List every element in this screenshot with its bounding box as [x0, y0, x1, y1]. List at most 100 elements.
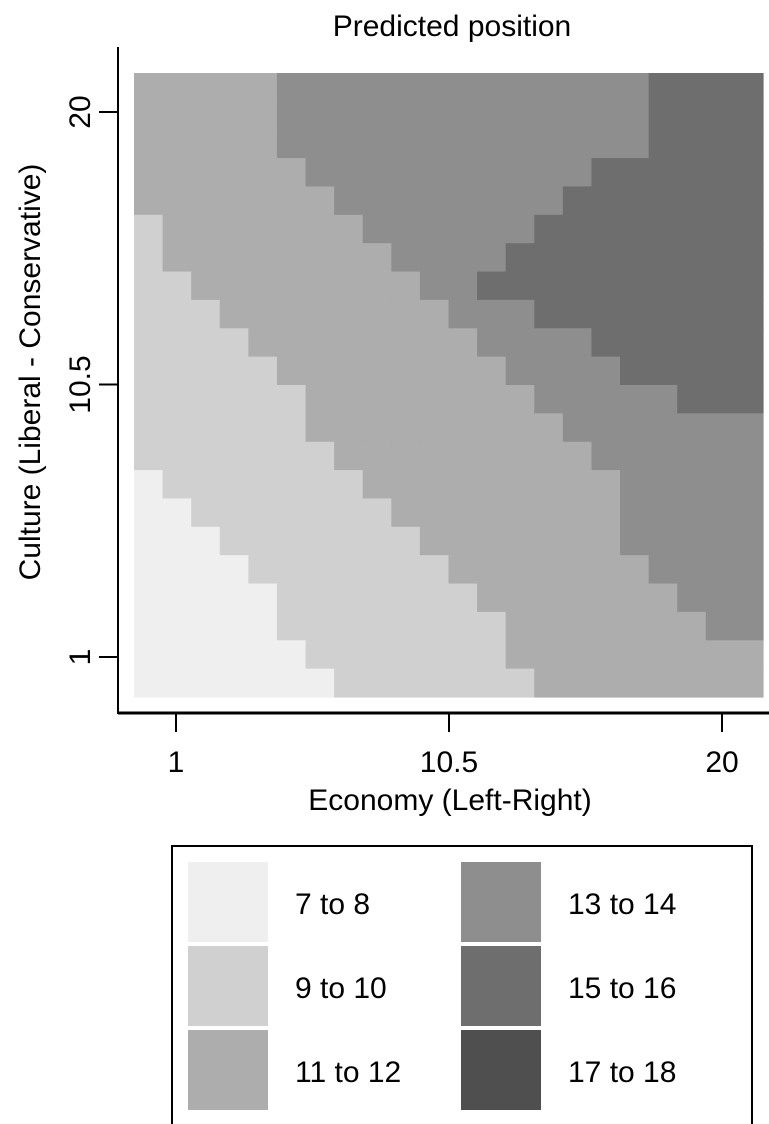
heatmap-cell	[362, 356, 392, 386]
legend-items: 7 to 8 9 to 10 11 to 12 13 to 14 15 to 16 17 …	[188, 862, 676, 1110]
heatmap-cell	[534, 186, 564, 216]
heatmap-cell	[276, 299, 307, 329]
heatmap-cell	[191, 583, 221, 613]
heatmap-cell	[620, 299, 650, 329]
heatmap-cell	[419, 583, 450, 613]
heatmap-cell	[362, 73, 392, 102]
y-tick-label: 10.5	[64, 355, 97, 413]
heatmap-cell	[305, 611, 335, 641]
heatmap-cell	[162, 158, 192, 188]
heatmap-cell	[219, 129, 249, 159]
heatmap-cell	[734, 526, 764, 556]
heatmap-cell	[734, 214, 764, 244]
heatmap-cell	[134, 555, 164, 585]
heatmap-cell	[591, 271, 621, 301]
legend-swatch	[461, 1030, 541, 1110]
heatmap-cell	[162, 299, 192, 329]
heatmap-cell	[734, 668, 764, 698]
heatmap-cell	[162, 526, 192, 556]
heatmap-cell	[505, 101, 535, 131]
heatmap-cell	[276, 385, 307, 414]
heatmap-cell	[477, 73, 507, 102]
heatmap-cell	[162, 214, 192, 244]
heatmap-cell	[419, 356, 450, 386]
heatmap-cell	[705, 611, 736, 641]
heatmap-cell	[334, 129, 364, 159]
legend-label: 11 to 12	[295, 1056, 401, 1089]
heatmap-cell	[677, 413, 707, 443]
heatmap-cell	[248, 356, 278, 386]
heatmap-cell	[391, 470, 421, 500]
heatmap-cell	[620, 441, 650, 471]
heatmap-cell	[505, 356, 535, 386]
heatmap-cell	[648, 385, 678, 414]
heatmap-cell	[705, 299, 736, 329]
heatmap-cell	[534, 413, 564, 443]
heatmap-cell	[276, 214, 307, 244]
heatmap-cell	[276, 441, 307, 471]
heatmap-cell	[677, 73, 707, 102]
heatmap-cell	[677, 583, 707, 613]
heatmap-cell	[734, 583, 764, 613]
heatmap-cell	[534, 640, 564, 670]
heatmap-cell	[734, 441, 764, 471]
heatmap-cell	[677, 640, 707, 670]
heatmap-cell	[648, 668, 678, 698]
heatmap-cell	[276, 186, 307, 216]
heatmap-cell	[305, 73, 335, 102]
heatmap-cell	[620, 470, 650, 500]
heatmap-cell	[734, 555, 764, 585]
heatmap-cell	[505, 158, 535, 188]
heatmap-cell	[448, 498, 478, 528]
heatmap-cell	[334, 611, 364, 641]
heatmap-cell	[362, 101, 392, 131]
heatmap-cell	[362, 299, 392, 329]
heatmap-cell	[219, 441, 249, 471]
heatmap-cell	[448, 271, 478, 301]
heatmap-cell	[334, 555, 364, 585]
heatmap-cell	[248, 611, 278, 641]
x-tick-label: 10.5	[420, 746, 478, 779]
heatmap-cell	[648, 101, 678, 131]
heatmap-cell	[677, 271, 707, 301]
heatmap-cell	[705, 186, 736, 216]
heatmap-cell	[705, 214, 736, 244]
heatmap-cell	[448, 555, 478, 585]
heatmap-cell	[677, 186, 707, 216]
heatmap-cell	[477, 470, 507, 500]
heatmap-cell	[134, 271, 164, 301]
heatmap-cell	[334, 214, 364, 244]
heatmap-cell	[562, 640, 593, 670]
heatmap-cell	[248, 385, 278, 414]
heatmap-cell	[362, 385, 392, 414]
legend-swatch	[461, 946, 541, 1026]
heatmap-cell	[705, 441, 736, 471]
heatmap-cell	[505, 441, 535, 471]
heatmap-cell	[648, 271, 678, 301]
heatmap-cell	[505, 413, 535, 443]
heatmap-cell	[134, 186, 164, 216]
heatmap-cell	[391, 101, 421, 131]
heatmap-cell	[391, 356, 421, 386]
heatmap-cell	[219, 526, 249, 556]
heatmap-cell	[620, 243, 650, 273]
heatmap-cell	[219, 356, 249, 386]
heatmap-cell	[562, 299, 593, 329]
heatmap-cell	[705, 101, 736, 131]
heatmap-cell	[448, 441, 478, 471]
heatmap-cell	[677, 526, 707, 556]
heatmap-cell	[620, 611, 650, 641]
heatmap-cell	[705, 243, 736, 273]
heatmap-cell	[276, 243, 307, 273]
heatmap-cell	[534, 158, 564, 188]
heatmap-cell	[391, 555, 421, 585]
heatmap-cell	[191, 470, 221, 500]
heatmap-cell	[191, 271, 221, 301]
heatmap-cell	[334, 441, 364, 471]
heatmap-cell	[334, 73, 364, 102]
heatmap-cell	[191, 441, 221, 471]
heatmap-cell	[276, 640, 307, 670]
heatmap-cell	[591, 441, 621, 471]
heatmap-cell	[419, 385, 450, 414]
heatmap-cell	[391, 441, 421, 471]
